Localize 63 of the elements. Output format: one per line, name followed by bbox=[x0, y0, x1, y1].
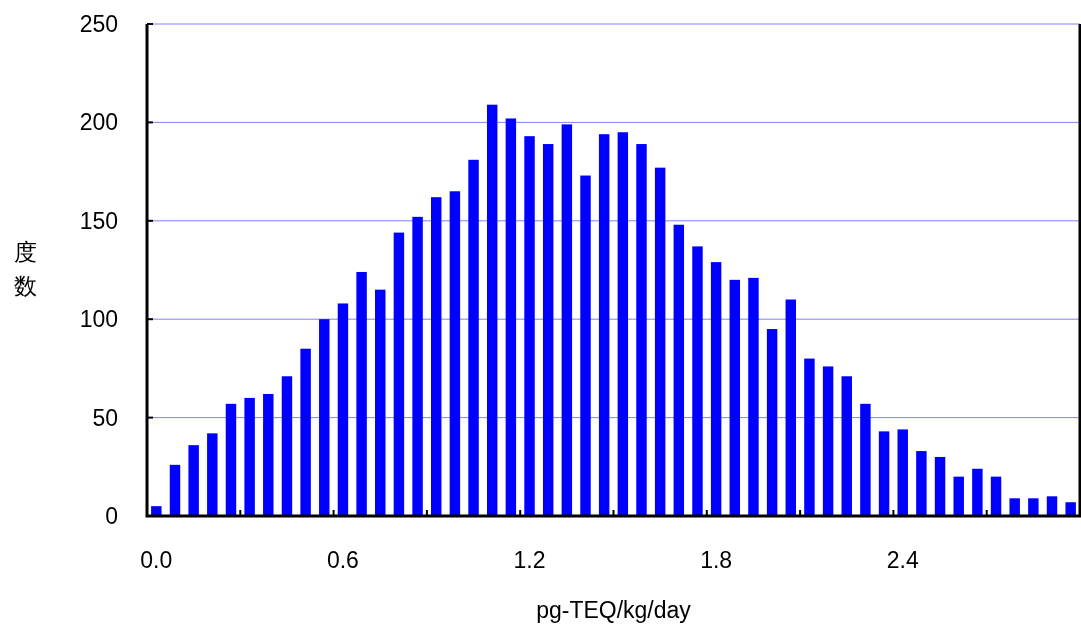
bar bbox=[337, 303, 349, 516]
y-tick-label: 0 bbox=[105, 503, 118, 529]
bar bbox=[225, 403, 237, 516]
bar bbox=[841, 376, 852, 516]
bar bbox=[580, 175, 591, 516]
bar bbox=[449, 191, 461, 516]
bar bbox=[822, 366, 834, 516]
bar bbox=[1028, 498, 1039, 516]
bar bbox=[375, 289, 386, 516]
bar bbox=[244, 397, 255, 516]
bar bbox=[654, 167, 666, 516]
bar bbox=[990, 476, 1002, 516]
bar bbox=[710, 262, 722, 516]
bar bbox=[785, 299, 796, 516]
bar bbox=[1046, 496, 1058, 516]
bar bbox=[934, 456, 946, 516]
bar bbox=[281, 376, 293, 516]
bar bbox=[207, 433, 218, 516]
bar bbox=[1009, 498, 1020, 516]
y-tick-label: 100 bbox=[79, 306, 118, 333]
bar bbox=[431, 197, 442, 516]
bar bbox=[542, 144, 554, 516]
bar bbox=[860, 403, 871, 516]
x-tick-label: 0.0 bbox=[140, 547, 173, 573]
bar bbox=[766, 329, 778, 516]
bar bbox=[598, 134, 610, 516]
y-tick-label: 50 bbox=[92, 404, 118, 431]
bar bbox=[300, 348, 311, 516]
bar bbox=[169, 464, 181, 516]
x-tick-label: 2.4 bbox=[886, 547, 919, 573]
bar bbox=[897, 429, 908, 516]
bar bbox=[617, 132, 629, 516]
bar bbox=[636, 144, 647, 516]
bar bbox=[188, 445, 199, 516]
bar bbox=[748, 277, 759, 516]
bar bbox=[468, 159, 479, 516]
bar bbox=[1065, 502, 1076, 516]
bar bbox=[486, 104, 498, 516]
bar bbox=[878, 431, 890, 516]
x-tick-label: 1.8 bbox=[700, 547, 733, 573]
y-tick-label: 150 bbox=[79, 207, 118, 234]
bar bbox=[393, 232, 405, 516]
bar bbox=[804, 358, 815, 516]
bar bbox=[729, 279, 741, 516]
bar bbox=[916, 451, 927, 516]
bar bbox=[524, 136, 535, 516]
bar bbox=[972, 468, 983, 516]
y-tick-label: 250 bbox=[79, 11, 118, 37]
y-tick-label: 200 bbox=[79, 109, 118, 136]
bar bbox=[953, 476, 964, 516]
bar bbox=[356, 271, 367, 516]
x-tick-label: 1.2 bbox=[513, 547, 546, 573]
bar bbox=[692, 246, 703, 516]
bar bbox=[263, 393, 274, 516]
x-axis-title: pg-TEQ/kg/day bbox=[536, 597, 692, 623]
bar bbox=[505, 118, 517, 516]
bar bbox=[151, 506, 162, 516]
bar bbox=[673, 224, 685, 516]
bar bbox=[412, 216, 423, 516]
bar bbox=[319, 319, 330, 516]
bar bbox=[561, 124, 573, 516]
x-tick-label: 0.6 bbox=[326, 547, 359, 573]
y-axis-title: 度数 bbox=[13, 239, 37, 299]
